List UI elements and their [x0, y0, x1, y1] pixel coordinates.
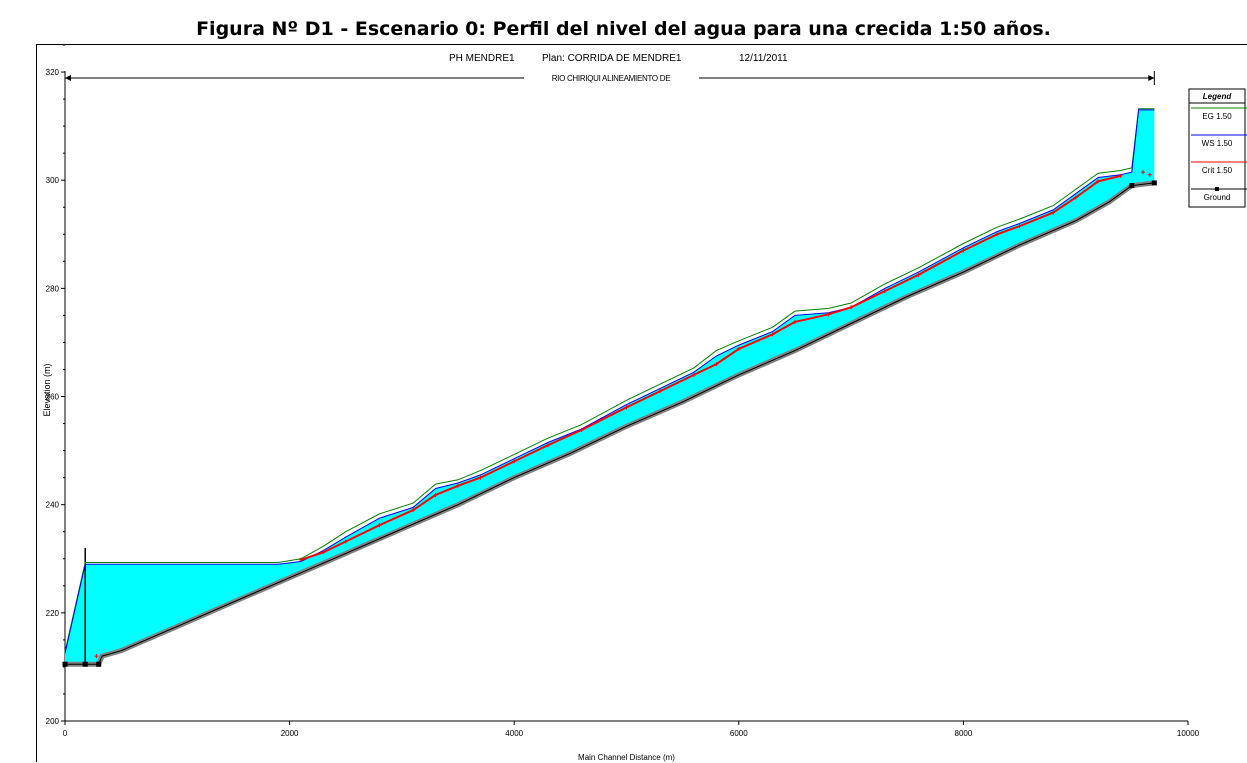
crit-marker [961, 248, 966, 253]
crit-marker [1096, 179, 1101, 184]
crit-marker [770, 332, 775, 337]
y-tick-label: 200 [46, 717, 60, 726]
crit-marker [882, 289, 887, 294]
crit-marker [1051, 210, 1056, 215]
crit-marker [826, 312, 831, 317]
y-tick-label: 320 [46, 68, 60, 77]
reach-label-bg [524, 72, 699, 83]
legend: Legend EG 1.50 WS 1.50 Crit 1.50 Ground [1188, 88, 1247, 208]
crit-marker [456, 483, 461, 488]
crit-marker [298, 557, 303, 562]
water-area [65, 109, 1155, 665]
reach-arrow-left [65, 75, 71, 81]
crit-marker [624, 405, 629, 410]
series-line-eg [64, 108, 1155, 652]
series-line-ws [64, 109, 1155, 654]
y-tick-label: 240 [46, 501, 60, 510]
x-tick-label: 0 [63, 729, 68, 738]
axes-group [61, 45, 1189, 725]
header-date: 12/11/2011 [739, 53, 788, 64]
y-tick-label: 300 [46, 176, 60, 185]
header-plan: Plan: CORRIDA DE MENDRE1 [542, 53, 682, 64]
x-tick-label: 6000 [730, 729, 748, 738]
crit-marker [377, 523, 382, 528]
crit-marker [1017, 224, 1022, 229]
header-project: PH MENDRE1 [449, 53, 515, 64]
legend-marker [1215, 187, 1219, 191]
crit-marker [478, 475, 483, 480]
series-line-ground [65, 182, 1155, 665]
crit-marker [411, 508, 416, 513]
profile-chart: 200 220 240 260 280 300 320 0 2000 4000 6000 8000 10… [42, 45, 1247, 762]
crit-marker [94, 654, 99, 659]
crit-marker [321, 550, 326, 555]
crit-marker [343, 539, 348, 544]
ground-marker [96, 661, 102, 667]
legend-label: WS 1.50 [1202, 139, 1233, 148]
legend-title: Legend [1203, 92, 1233, 101]
legend-label: EG 1.50 [1202, 112, 1232, 121]
x-tick-label: 4000 [505, 729, 523, 738]
ground-marker [1129, 183, 1135, 189]
ground-marker [82, 661, 88, 667]
crit-marker [1141, 170, 1146, 175]
x-tick-label: 2000 [281, 729, 299, 738]
reach-arrow-right [1148, 75, 1155, 81]
y-axis-label: Elevation (m) [42, 363, 52, 416]
crit-marker [736, 346, 741, 351]
x-tick-label: 8000 [955, 729, 973, 738]
crit-marker [658, 389, 663, 394]
x-axis-label: Main Channel Distance (m) [578, 753, 675, 762]
crit-marker [1073, 195, 1078, 200]
ground-marker [62, 661, 68, 667]
crit-marker [1147, 172, 1152, 177]
legend-label: Ground [1204, 193, 1231, 202]
crit-marker [1118, 173, 1123, 178]
series-line-crit [300, 174, 1121, 561]
crit-marker [792, 319, 797, 324]
labels-group: 200 220 240 260 280 300 320 0 2000 4000 6000 8000 10… [42, 53, 1200, 762]
crit-marker [916, 272, 921, 277]
crit-marker [545, 443, 550, 448]
series-lines-group [62, 108, 1157, 667]
crit-marker [849, 305, 854, 310]
legend-label: Crit 1.50 [1202, 166, 1233, 175]
crit-marker [691, 372, 696, 377]
x-tick-label: 10000 [1177, 729, 1200, 738]
reach-label: RIO CHIRIQUI ALINEAMIENTO DE [552, 74, 671, 83]
crit-marker [995, 232, 1000, 237]
crit-marker [714, 362, 719, 367]
y-tick-label: 280 [46, 284, 60, 293]
water-fill-group [65, 109, 1155, 665]
ground-marker [1151, 180, 1157, 186]
figure-title: Figura Nº D1 - Escenario 0: Perfil del n… [196, 18, 1051, 40]
crit-marker [433, 492, 438, 497]
y-tick-label: 220 [46, 609, 60, 618]
crit-marker [579, 428, 584, 433]
crit-marker [512, 459, 517, 464]
plot-frame: 200 220 240 260 280 300 320 0 2000 4000 6000 8000 10… [36, 44, 1247, 762]
y-tick-label: 260 [46, 393, 60, 402]
